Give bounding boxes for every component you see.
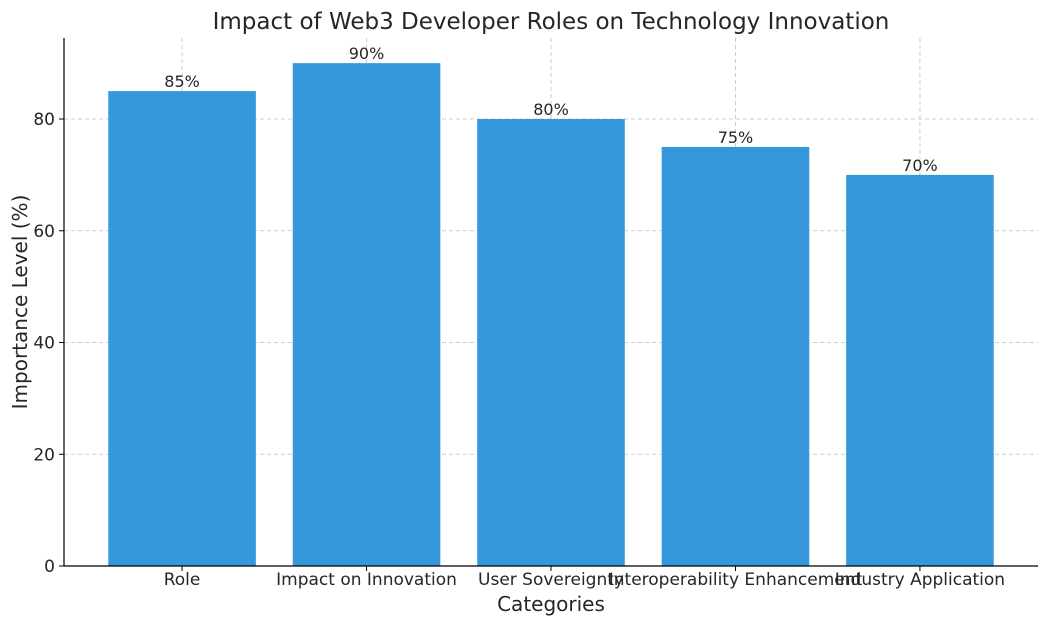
bars [108, 63, 994, 567]
data-label: 80% [533, 100, 569, 119]
x-tick-label: Impact on Innovation [276, 570, 457, 590]
data-labels: 85% 90% 80% 75% 70% [164, 44, 937, 175]
y-tick-label: 0 [44, 557, 55, 577]
x-tick-label: Role [164, 570, 201, 590]
x-axis-ticks: Role Impact on Innovation User Sovereignty… [164, 566, 1005, 590]
data-label: 75% [718, 128, 754, 147]
data-label: 70% [902, 156, 938, 175]
x-tick-label: User Sovereignty [478, 570, 624, 590]
bar [108, 91, 256, 566]
y-axis-ticks: 0 20 40 60 80 [33, 110, 64, 577]
y-tick-label: 80 [33, 110, 55, 130]
x-tick-label: Industry Application [835, 570, 1005, 590]
y-tick-label: 20 [33, 445, 55, 465]
y-axis-label: Importance Level (%) [8, 195, 32, 410]
bar [477, 119, 625, 567]
bar [292, 63, 441, 567]
x-tick-label: Interoperability Enhancement [609, 570, 863, 590]
bar [846, 174, 994, 566]
chart-title: Impact of Web3 Developer Roles on Techno… [213, 9, 890, 35]
y-tick-label: 60 [33, 222, 55, 242]
bar [661, 146, 810, 566]
y-tick-label: 40 [33, 334, 55, 354]
data-label: 85% [164, 72, 200, 91]
x-axis-label: Categories [497, 592, 605, 616]
data-label: 90% [349, 44, 385, 63]
